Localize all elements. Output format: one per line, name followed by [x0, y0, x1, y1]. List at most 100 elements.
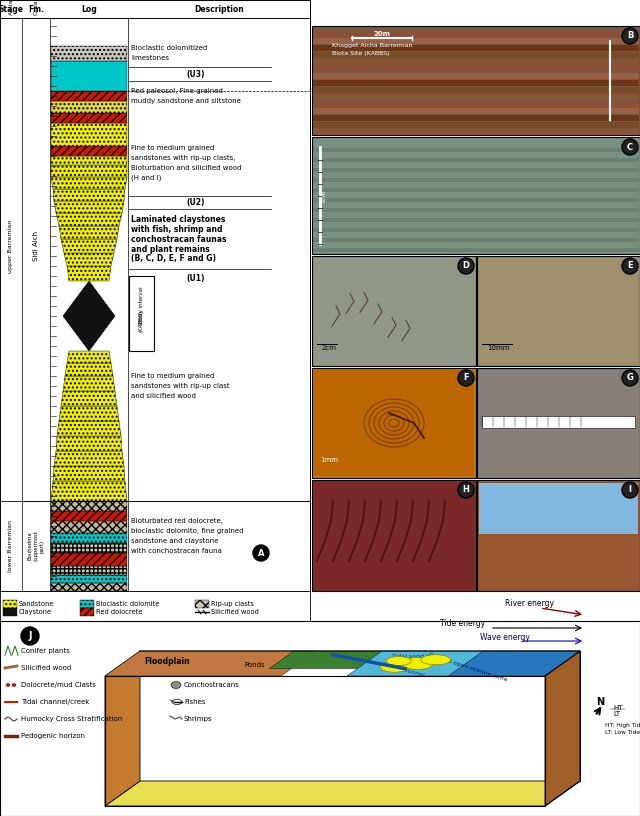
Bar [479, 370, 638, 476]
Polygon shape [59, 226, 119, 239]
Text: E: E [627, 261, 633, 270]
Polygon shape [61, 391, 117, 406]
Bar [313, 108, 639, 114]
Polygon shape [51, 481, 127, 501]
Text: (H and I): (H and I) [131, 175, 161, 181]
Circle shape [622, 258, 638, 274]
Bar [313, 198, 639, 202]
Text: Silicified wood: Silicified wood [21, 665, 71, 671]
Text: Tidal channel: Tidal channel [382, 662, 424, 677]
Text: and silicified wood: and silicified wood [131, 393, 196, 399]
Bar [313, 233, 639, 237]
Bar [313, 193, 639, 197]
Bar [313, 80, 639, 86]
Text: Humocky Cross Stratification: Humocky Cross Stratification [21, 716, 122, 722]
Text: Aptian: Aptian [8, 0, 13, 15]
Text: Sandstone: Sandstone [19, 601, 54, 607]
Bar [313, 208, 639, 212]
Polygon shape [105, 651, 140, 806]
Bar [313, 168, 639, 172]
Ellipse shape [171, 681, 181, 689]
Text: Bouhedma
(uppermost
part): Bouhedma (uppermost part) [28, 530, 44, 561]
Circle shape [622, 482, 638, 498]
Text: N: N [596, 697, 604, 707]
Polygon shape [269, 651, 426, 668]
Bar [313, 101, 639, 107]
Text: Conifer plants: Conifer plants [21, 648, 70, 654]
Bar [477, 368, 640, 478]
Bar [80, 600, 94, 608]
Polygon shape [53, 466, 125, 481]
Bar [313, 38, 639, 44]
Bar [479, 534, 638, 589]
Text: B: B [627, 32, 633, 41]
Text: Log: Log [81, 5, 97, 14]
Bar [51, 156, 127, 165]
Text: (B, C, D, E, F and G): (B, C, D, E, F and G) [131, 255, 216, 264]
Circle shape [21, 627, 39, 645]
Text: LT: LT [613, 711, 620, 717]
Bar [313, 158, 639, 162]
Text: Tidal channel/creek: Tidal channel/creek [21, 699, 90, 705]
Polygon shape [347, 651, 580, 676]
Text: sandstones with rip-up clasts,: sandstones with rip-up clasts, [131, 155, 236, 161]
Polygon shape [545, 651, 580, 806]
Ellipse shape [380, 663, 408, 672]
Text: A: A [258, 548, 264, 557]
Ellipse shape [401, 658, 433, 669]
Circle shape [622, 370, 638, 386]
Bar [313, 52, 639, 58]
Text: C: C [627, 143, 633, 152]
Bar [129, 276, 154, 351]
Polygon shape [67, 266, 111, 281]
Bar [51, 521, 127, 533]
Text: (U1): (U1) [187, 274, 205, 283]
Bar [313, 223, 639, 227]
Text: Wave energy: Wave energy [480, 632, 530, 641]
Bar [0, 591, 310, 621]
Bar [313, 238, 639, 242]
Text: (U3): (U3) [187, 69, 205, 78]
Text: Tidal saod bars: Tidal saod bars [392, 654, 440, 659]
Bar [313, 183, 639, 187]
Text: Bioturbation and silicified wood: Bioturbation and silicified wood [131, 165, 241, 171]
Bar [313, 218, 639, 222]
Bar [477, 480, 640, 591]
Text: lower Barremian: lower Barremian [8, 520, 13, 572]
Text: sandstones with rip-up clast: sandstones with rip-up clast [131, 383, 230, 389]
Bar [313, 148, 639, 152]
Text: Shrimps: Shrimps [184, 716, 212, 722]
Text: with fish, shrimp and: with fish, shrimp and [131, 224, 223, 233]
Bar [51, 91, 127, 101]
Circle shape [458, 370, 474, 386]
Bar [51, 165, 127, 177]
Circle shape [622, 139, 638, 155]
Circle shape [622, 28, 638, 44]
Bar [51, 501, 127, 511]
Ellipse shape [12, 684, 16, 686]
Bar [51, 533, 127, 543]
Bar [313, 248, 639, 252]
Text: Red dolocrete: Red dolocrete [96, 609, 142, 615]
Bar [312, 480, 476, 591]
Bar [313, 243, 639, 247]
Bar [477, 256, 640, 366]
Polygon shape [63, 376, 115, 391]
Bar [3, 600, 17, 608]
Text: I: I [628, 486, 632, 494]
Bar [313, 153, 639, 157]
Polygon shape [59, 406, 119, 421]
Text: Floodplain: Floodplain [144, 657, 190, 666]
Text: Orbata: Orbata [33, 0, 38, 16]
Text: Tidal flow: Tidal flow [399, 662, 429, 667]
Text: 2cm: 2cm [322, 345, 337, 351]
Text: Khagget Aicha Barremian: Khagget Aicha Barremian [332, 43, 413, 48]
Text: Silicified wood: Silicified wood [211, 609, 259, 615]
Text: Pedogenic horizon: Pedogenic horizon [21, 733, 85, 739]
Text: Conchostracans: Conchostracans [184, 682, 240, 688]
Text: G: G [627, 374, 634, 383]
Text: and plant remains: and plant remains [131, 245, 210, 254]
Text: Red paleosol, Fine grained: Red paleosol, Fine grained [131, 88, 223, 94]
Bar [51, 61, 127, 91]
Bar [314, 258, 474, 364]
